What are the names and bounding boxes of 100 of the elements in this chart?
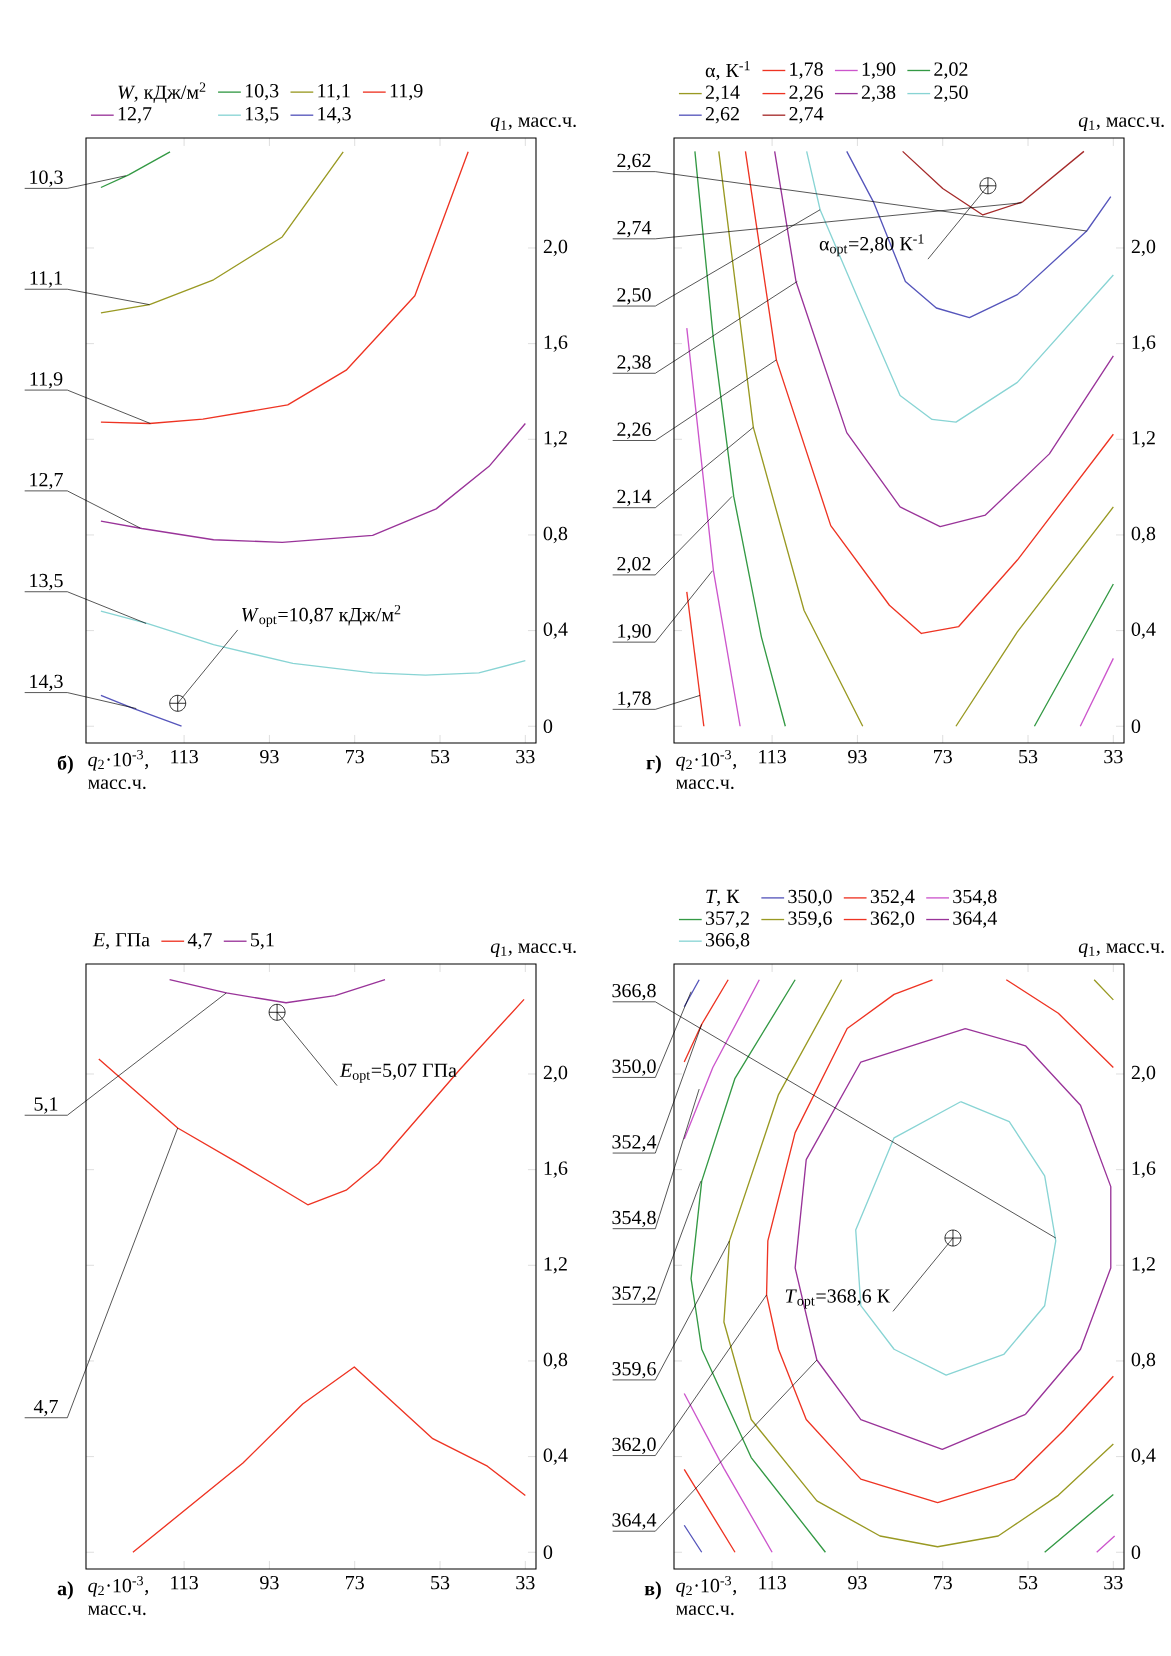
y-tick-label: 2,0 bbox=[1131, 239, 1156, 257]
annotation: 14,3 bbox=[30, 674, 63, 691]
y-tick-label: 0,8 bbox=[1131, 526, 1156, 544]
y-tick-label: 1,6 bbox=[1132, 1161, 1156, 1178]
x-tick-label: 113 bbox=[171, 1575, 198, 1590]
line-series bbox=[168, 978, 386, 1004]
annotation: 10,3 bbox=[30, 170, 63, 187]
annotation: 2,02 bbox=[617, 556, 651, 574]
y-tick-label: 0 bbox=[543, 1545, 553, 1559]
annotation: 350,0 bbox=[612, 1059, 656, 1076]
annotation: 352,4 bbox=[612, 1135, 657, 1152]
annotation: 2,50 bbox=[617, 288, 651, 305]
legend-label: 350,0 bbox=[788, 889, 832, 907]
y-axis-title: q$_{1}$, масс.ч. bbox=[490, 943, 576, 958]
annotation: 1,90 bbox=[618, 624, 651, 641]
legend-title: α, К$^{-1}$ bbox=[705, 60, 750, 81]
y-tick-label: 0,4 bbox=[543, 1448, 568, 1465]
x-axis-title: q$_{2}$·10$^{-3}$, масс.ч. bbox=[676, 1575, 736, 1616]
x-tick-label: 53 bbox=[431, 749, 450, 764]
legend-label: 352,4 bbox=[870, 889, 915, 907]
legend-title: T, К bbox=[706, 889, 740, 907]
annotation: 4,7 bbox=[33, 1399, 58, 1417]
text: W$_{opt}$=10,87 кДж/м$^{2}$ bbox=[241, 604, 401, 628]
x-tick-label: 33 bbox=[516, 749, 535, 764]
x-axis-title: q$_{2}$·10$^{-3}$, масс.ч. bbox=[88, 749, 148, 790]
annotation: 362,0 bbox=[612, 1437, 656, 1454]
legend-label: 10,3 bbox=[245, 83, 279, 101]
x-tick-label: 73 bbox=[346, 1575, 364, 1590]
legend-label: 364,4 bbox=[953, 911, 997, 928]
y-axis-title: q$_{1}$, масс.ч. bbox=[1078, 943, 1164, 958]
x-tick-label: 73 bbox=[346, 749, 364, 764]
text: E$_{opt}$=5,07 ГПа bbox=[339, 1063, 457, 1083]
x-axis-title: q$_{2}$·10$^{-3}$, масс.ч. bbox=[88, 1575, 148, 1616]
annotation: 11,9 bbox=[30, 372, 63, 389]
x-tick-label: 93 bbox=[848, 749, 867, 764]
x-tick-label: 33 bbox=[1104, 749, 1123, 764]
y-tick-label: 0,4 bbox=[1131, 1448, 1156, 1465]
x-tick-label: 53 bbox=[431, 1575, 450, 1590]
legend-label: 12,7 bbox=[118, 107, 152, 124]
annotation: 1,78 bbox=[618, 691, 651, 708]
legend-label: 2,26 bbox=[789, 85, 824, 102]
annotation: 359,6 bbox=[612, 1362, 656, 1379]
legend-label: 354,8 bbox=[953, 889, 997, 907]
annotation: 364,4 bbox=[612, 1513, 657, 1530]
y-tick-label: 1,2 bbox=[544, 431, 567, 448]
y-tick-label: 2,0 bbox=[543, 239, 568, 257]
annotation: 354,8 bbox=[612, 1210, 656, 1228]
annotation: 5,1 bbox=[34, 1097, 58, 1114]
legend-label: 13,5 bbox=[245, 107, 279, 124]
y-tick-label: 1,6 bbox=[1132, 335, 1156, 352]
x-tick-label: 53 bbox=[1019, 1575, 1038, 1590]
y-tick-label: 0 bbox=[1131, 1545, 1141, 1559]
line-series bbox=[100, 151, 344, 314]
legend-label: 11,1 bbox=[318, 84, 350, 101]
line-series bbox=[100, 151, 469, 425]
legend-label: 2,62 bbox=[705, 107, 739, 124]
y-tick-label: 1,6 bbox=[544, 1161, 568, 1178]
y-tick-label: 1,6 bbox=[544, 335, 568, 352]
annotation: 12,7 bbox=[30, 472, 63, 490]
x-tick-label: 73 bbox=[934, 749, 952, 764]
y-tick-label: 0,8 bbox=[543, 1352, 568, 1370]
y-tick-label: 0 bbox=[1131, 719, 1141, 733]
x-tick-label: 93 bbox=[260, 749, 279, 764]
text: α$_{opt}$=2,80 К$^{-1}$ bbox=[819, 234, 924, 257]
legend-label: 11,9 bbox=[390, 84, 423, 101]
legend-label: 357,2 bbox=[705, 911, 749, 928]
x-tick-label: 113 bbox=[759, 1575, 786, 1590]
x-axis-title: q$_{2}$·10$^{-3}$, масс.ч. bbox=[676, 749, 736, 790]
line-series bbox=[100, 422, 527, 544]
annotation: 2,38 bbox=[617, 355, 651, 372]
legend-label: 366,8 bbox=[705, 933, 750, 950]
legend-title: W, кДж/м$^{2}$ bbox=[118, 82, 206, 103]
legend-title: E, ГПа bbox=[92, 933, 150, 950]
legend-label: 362,0 bbox=[870, 911, 915, 928]
x-tick-label: 93 bbox=[260, 1575, 279, 1590]
x-tick-label: 53 bbox=[1019, 749, 1038, 764]
x-tick-label: 33 bbox=[1104, 1575, 1123, 1590]
legend-label: 359,6 bbox=[788, 911, 832, 928]
x-tick-label: 113 bbox=[171, 749, 198, 764]
text: в) bbox=[644, 1581, 661, 1600]
legend-label: 5,1 bbox=[251, 933, 274, 950]
y-tick-label: 1,2 bbox=[1132, 1257, 1155, 1274]
y-tick-label: 0,8 bbox=[543, 526, 568, 544]
y-tick-label: 0,4 bbox=[1131, 622, 1156, 639]
y-tick-label: 0 bbox=[543, 719, 553, 733]
legend-label: 14,3 bbox=[318, 107, 351, 124]
y-axis-title: q$_{1}$, масс.ч. bbox=[1078, 117, 1164, 132]
line-series bbox=[846, 150, 1112, 319]
x-tick-label: 93 bbox=[848, 1575, 867, 1590]
annotation: 2,26 bbox=[617, 422, 651, 439]
y-tick-label: 2,0 bbox=[543, 1065, 568, 1083]
legend-label: 2,02 bbox=[934, 62, 968, 79]
line-series bbox=[744, 150, 1115, 635]
legend-label: 2,74 bbox=[789, 107, 824, 124]
y-axis-title: q$_{1}$, масс.ч. bbox=[490, 117, 576, 132]
y-tick-label: 1,2 bbox=[1132, 431, 1155, 448]
y-tick-label: 0,4 bbox=[543, 622, 568, 639]
line-series bbox=[901, 150, 1085, 216]
y-tick-label: 2,0 bbox=[1131, 1065, 1156, 1083]
annotation: 2,62 bbox=[617, 153, 651, 171]
